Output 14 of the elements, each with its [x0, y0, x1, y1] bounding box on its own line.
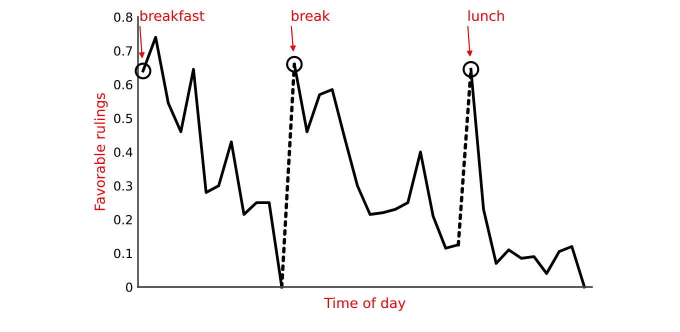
- annotation: breakfast: [140, 10, 204, 22]
- y-tick-label: 0.5: [114, 114, 132, 124]
- y-tick-label: 0.4: [114, 147, 132, 157]
- annotation: break: [292, 10, 330, 22]
- y-tick-label: 0.7: [114, 46, 132, 56]
- y-tick-label: 0: [126, 282, 132, 292]
- y-tick-label: 0.1: [114, 248, 132, 258]
- y-axis-title: Favorable rulings: [94, 93, 108, 210]
- annotation: lunch: [468, 10, 504, 22]
- x-axis-title: Time of day: [324, 297, 406, 311]
- y-tick-label: 0.8: [114, 12, 132, 22]
- y-tick-label: 0.3: [114, 181, 132, 191]
- y-tick-label: 0.6: [114, 80, 132, 90]
- y-tick-label: 0.2: [114, 214, 132, 224]
